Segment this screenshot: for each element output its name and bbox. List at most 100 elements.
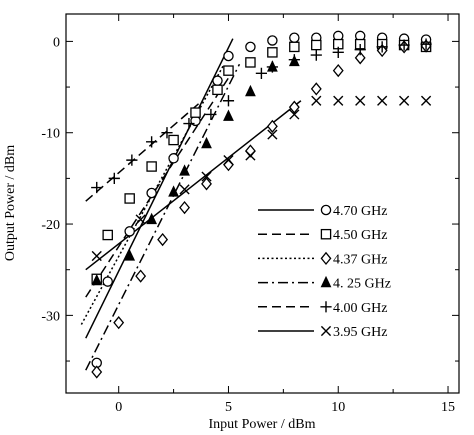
data-point-series-4 <box>332 46 344 58</box>
data-point-series-4 <box>420 38 432 50</box>
legend: 4.70 GHz 4.50 GHz 4.37 GHz 4. 25 GHz 4.00 GH… <box>258 204 391 340</box>
fit-line-series-0 <box>85 38 234 339</box>
data-point-series-2 <box>354 51 366 65</box>
data-point-series-5 <box>201 171 212 182</box>
axis-ticks: 0 5 10 15 0 -10 -20 -30 <box>41 14 459 415</box>
legend-marker-2 <box>320 251 332 266</box>
data-point-series-5 <box>311 95 322 106</box>
data-point-series-1 <box>223 65 234 76</box>
data-point-series-3 <box>201 136 212 149</box>
fit-line-series-1 <box>85 77 230 298</box>
fit-line-series-4 <box>85 100 203 202</box>
y-axis-label: Output Power / dBm <box>3 145 18 261</box>
data-point-series-0 <box>124 226 135 237</box>
data-point-series-3 <box>245 84 256 97</box>
data-point-series-2 <box>135 269 147 283</box>
data-point-series-4 <box>108 172 120 184</box>
data-point-series-1 <box>311 39 322 51</box>
data-point-series-1 <box>245 57 256 68</box>
data-point-series-2 <box>179 200 190 215</box>
data-point-series-1 <box>267 47 278 58</box>
legend-marker-4 <box>320 301 332 313</box>
data-point-series-5 <box>223 155 234 166</box>
data-point-series-4 <box>161 127 173 139</box>
legend-label-3: 4. 25 GHz <box>333 277 391 292</box>
x-tick-label: 0 <box>115 400 122 415</box>
data-point-series-0 <box>267 35 278 46</box>
data-point-series-4 <box>205 108 217 121</box>
data-point-series-0 <box>168 153 179 164</box>
x-axis-label: Input Power / dBm <box>209 417 316 432</box>
legend-label-5: 3.95 GHz <box>333 325 387 340</box>
data-point-series-4 <box>310 49 322 61</box>
fit-line-series-5 <box>85 100 302 271</box>
data-point-series-5 <box>333 95 344 106</box>
data-point-series-5 <box>420 95 432 106</box>
data-point-series-2 <box>201 177 212 191</box>
data-point-series-3 <box>179 164 190 176</box>
data-point-series-2 <box>288 100 300 114</box>
data-point-series-5 <box>355 95 366 106</box>
data-point-series-1 <box>146 161 157 172</box>
data-point-series-3 <box>124 249 136 261</box>
data-point-series-2 <box>332 63 344 78</box>
data-point-series-0 <box>102 276 113 287</box>
data-markers <box>91 30 432 379</box>
legend-marker-1 <box>320 228 332 240</box>
x-tick-label: 15 <box>441 400 455 415</box>
y-tick-label: 0 <box>53 35 60 50</box>
data-point-series-1 <box>212 84 223 96</box>
data-point-series-0 <box>146 187 157 199</box>
fit-line-series-3 <box>85 63 241 371</box>
data-point-series-2 <box>310 82 322 96</box>
data-point-series-5 <box>135 214 146 225</box>
data-point-series-4 <box>354 44 366 56</box>
data-point-series-4 <box>91 181 103 194</box>
data-point-series-4 <box>222 95 235 107</box>
data-point-series-5 <box>399 95 410 106</box>
data-point-series-5 <box>91 250 102 262</box>
data-point-series-1 <box>190 107 201 118</box>
data-point-series-3 <box>223 109 234 121</box>
data-point-series-2 <box>113 316 125 330</box>
data-point-series-1 <box>124 193 135 204</box>
legend-marker-3 <box>320 275 332 288</box>
data-point-series-3 <box>146 212 158 225</box>
x-tick-label: 10 <box>331 400 345 415</box>
legend-marker-0 <box>320 204 332 216</box>
data-point-series-0 <box>245 41 256 53</box>
data-point-series-4 <box>398 39 410 51</box>
data-point-series-4 <box>376 41 388 53</box>
legend-label-4: 4.00 GHz <box>333 301 387 316</box>
data-point-series-4 <box>146 136 158 148</box>
data-point-series-4 <box>126 154 138 166</box>
data-point-series-0 <box>289 32 300 43</box>
data-point-series-1 <box>289 41 300 53</box>
x-tick-label: 5 <box>225 400 232 415</box>
data-point-series-1 <box>168 134 179 146</box>
data-point-series-2 <box>157 232 169 247</box>
data-point-series-2 <box>91 365 103 379</box>
data-point-series-4 <box>255 67 268 79</box>
fit-lines <box>80 38 302 371</box>
data-point-series-2 <box>266 119 278 133</box>
data-point-series-3 <box>168 185 179 197</box>
data-point-series-4 <box>288 54 300 66</box>
data-point-series-1 <box>102 229 113 241</box>
data-point-series-0 <box>212 75 223 86</box>
data-point-series-5 <box>377 95 388 106</box>
legend-label-1: 4.50 GHz <box>333 228 387 243</box>
plot-frame <box>65 13 460 394</box>
y-tick-label: -10 <box>41 127 60 142</box>
data-point-series-5 <box>245 150 256 161</box>
data-point-series-4 <box>266 61 278 73</box>
data-point-series-5 <box>267 129 278 140</box>
legend-label-0: 4.70 GHz <box>333 204 387 219</box>
y-tick-label: -30 <box>41 309 60 324</box>
legend-marker-5 <box>320 325 332 337</box>
data-point-series-5 <box>289 109 300 120</box>
data-point-series-5 <box>179 184 190 195</box>
data-point-series-3 <box>91 273 103 286</box>
